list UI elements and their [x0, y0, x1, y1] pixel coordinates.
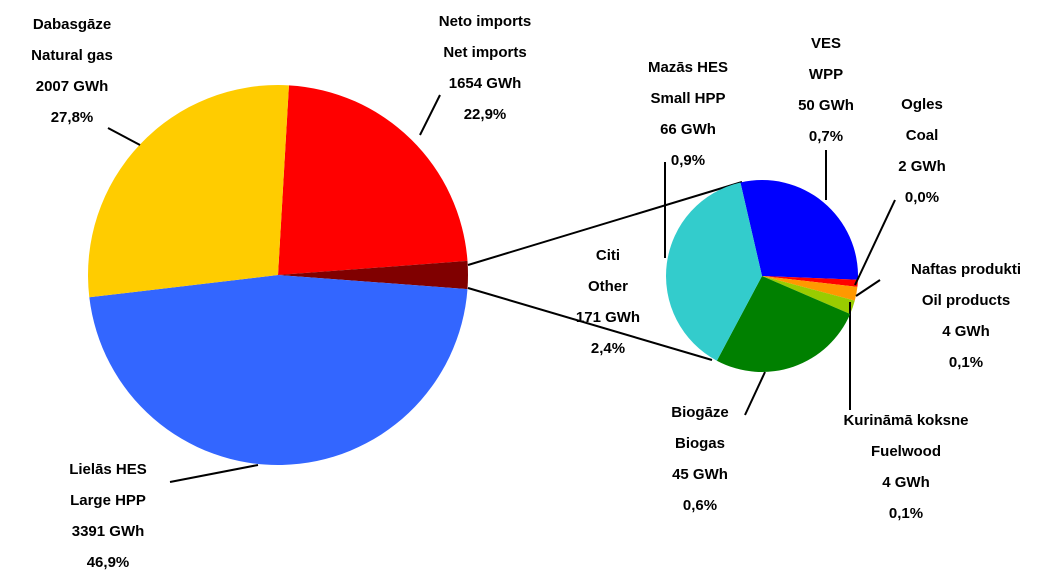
slice-label: Other — [588, 278, 628, 295]
pie-slice — [89, 275, 468, 466]
slice-label: Dabasgāze — [33, 16, 111, 33]
pie-slice — [762, 276, 858, 287]
slice-label: Oil products — [922, 292, 1010, 309]
leader-line — [169, 464, 259, 483]
slice-label: Neto imports — [439, 13, 532, 30]
connector — [467, 287, 713, 361]
slice-label: 3391 GWh — [72, 523, 145, 540]
slice-label: 22,9% — [464, 106, 507, 123]
slice-label: Natural gas — [31, 47, 113, 64]
slice-label: WPP — [809, 66, 843, 83]
slice-label: Kurināmā koksne — [843, 412, 968, 429]
pie-slice — [762, 276, 858, 301]
slice-label: 2 GWh — [898, 158, 946, 175]
slice-label: Lielās HES — [69, 461, 147, 478]
slice-label: 4 GWh — [942, 323, 990, 340]
slice-label: Small HPP — [650, 90, 725, 107]
slice-label: 0,9% — [671, 152, 705, 169]
leader-line — [854, 199, 896, 286]
slice-label: 0,1% — [949, 354, 983, 371]
slice-label: VES — [811, 35, 841, 52]
leader-line — [855, 279, 881, 297]
slice-label: Citi — [596, 247, 620, 264]
slice-label: 50 GWh — [798, 97, 854, 114]
slice-label: 2007 GWh — [36, 78, 109, 95]
slice-label: 45 GWh — [672, 466, 728, 483]
pie-slice — [278, 85, 468, 275]
slice-label: Naftas produkti — [911, 261, 1021, 278]
pie-slice — [666, 182, 762, 361]
leader-line — [419, 94, 441, 136]
slice-label: Mazās HES — [648, 59, 728, 76]
pie-slice — [88, 85, 289, 298]
slice-label: Fuelwood — [871, 443, 941, 460]
slice-label: Biogāze — [671, 404, 729, 421]
slice-label: 0,7% — [809, 128, 843, 145]
pie-slice — [716, 276, 851, 372]
slice-label: Large HPP — [70, 492, 146, 509]
leader-line — [107, 127, 141, 146]
slice-label: 0,1% — [889, 505, 923, 522]
slice-label: 1654 GWh — [449, 75, 522, 92]
slice-label: Biogas — [675, 435, 725, 452]
slice-label: 27,8% — [51, 109, 94, 126]
slice-label: Net imports — [443, 44, 526, 61]
pie-slice — [278, 260, 468, 290]
slice-label: 0,0% — [905, 189, 939, 206]
slice-label: Ogles — [901, 96, 943, 113]
slice-label: 0,6% — [683, 497, 717, 514]
slice-label: 2,4% — [591, 340, 625, 357]
slice-label: Coal — [906, 127, 939, 144]
pie-slice — [762, 276, 855, 314]
slice-label: 66 GWh — [660, 121, 716, 138]
pie-slice — [740, 180, 858, 280]
slice-label: 171 GWh — [576, 309, 640, 326]
connector — [467, 181, 743, 266]
slice-label: 46,9% — [87, 554, 130, 571]
leader-line — [744, 371, 766, 416]
slice-label: 4 GWh — [882, 474, 930, 491]
